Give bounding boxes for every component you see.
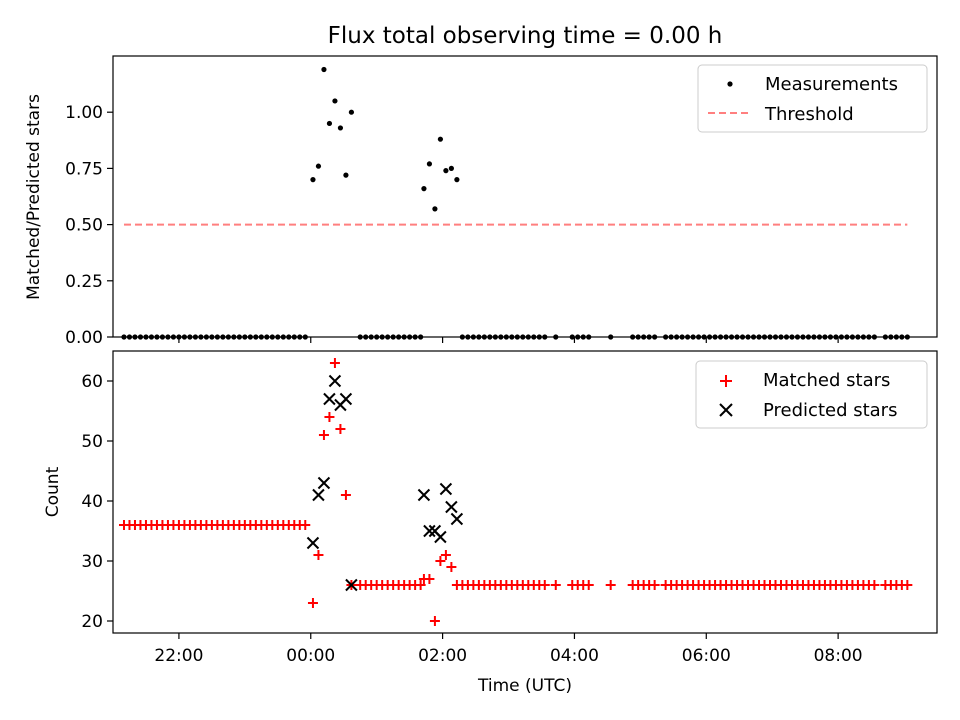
matched-star-point — [324, 412, 335, 422]
bottom-panel: 22:00 00:00 02:00 04:00 06:00 08:00 20 30 40 50 60… — [43, 350, 938, 696]
matched-star-point — [300, 520, 311, 530]
measurement-point — [343, 172, 349, 178]
predicted-star-point — [423, 524, 436, 538]
matched-star-point — [869, 580, 880, 590]
predicted-star-point — [339, 392, 353, 406]
matched-star-point — [539, 580, 550, 590]
measurement-point — [437, 136, 444, 142]
matched-star-point — [329, 358, 340, 368]
predicted-star-point — [323, 392, 336, 406]
measurement-point — [332, 98, 338, 104]
matched-star-point — [605, 580, 616, 590]
matched-star-point — [429, 616, 440, 626]
bottom-legend-box — [695, 360, 928, 429]
bottom-y-axis-label: Count — [43, 466, 63, 517]
matched-star-point — [440, 550, 451, 560]
legend-threshold-label: Threshold — [764, 104, 854, 125]
measurement-point — [454, 177, 460, 183]
measurement-point — [315, 163, 322, 169]
bottom-axis-ticks: 22:00 00:00 02:00 04:00 06:00 08:00 20 30 40 50 60 — [81, 372, 862, 666]
measurement-point — [326, 120, 333, 127]
x-tick-label: 22:00 — [154, 646, 203, 666]
measurement-point — [348, 109, 355, 115]
matched-star-point — [318, 430, 329, 440]
legend-measurements-label: Measurements — [765, 74, 898, 95]
top-legend-box — [697, 64, 928, 133]
matched-star-point — [435, 556, 446, 566]
legend-predicted-label: Predicted stars — [763, 400, 897, 421]
bottom-y-tick-label: 30 — [81, 552, 103, 572]
matched-star-point — [550, 580, 561, 590]
figure-title: Flux total observing time = 0.00 h — [328, 23, 723, 49]
legend-measurements-marker — [727, 81, 733, 87]
predicted-star-point — [317, 476, 331, 490]
bottom-y-tick-label: 50 — [81, 432, 103, 452]
legend-predicted-marker — [719, 403, 733, 417]
x-tick-label: 06:00 — [682, 646, 731, 666]
predicted-star-point — [328, 374, 342, 388]
matched-star-point — [335, 424, 346, 434]
measurement-point — [448, 165, 454, 171]
matched-star-point — [902, 580, 913, 590]
measurement-point — [421, 186, 427, 192]
bottom-axes-frame — [112, 350, 938, 634]
top-axis-ticks: 0.00 0.25 0.50 0.75 1.00 — [65, 103, 839, 348]
legend-matched-label: Matched stars — [763, 370, 890, 391]
top-y-tick-label: 0.00 — [65, 328, 103, 348]
measurement-point — [426, 161, 433, 167]
matched-star-point — [424, 574, 435, 584]
predicted-star-point — [312, 488, 325, 502]
predicted-star-point — [439, 482, 453, 496]
measurement-point — [432, 206, 438, 212]
top-axes-frame — [112, 55, 938, 338]
top-y-tick-label: 0.25 — [65, 272, 103, 292]
measurement-point — [310, 177, 316, 183]
matched-star-point — [340, 490, 351, 500]
x-tick-label: 04:00 — [550, 646, 599, 666]
top-y-tick-label: 0.75 — [65, 159, 103, 179]
legend-matched-marker — [720, 375, 732, 387]
matched-star-point — [415, 580, 426, 590]
matched-star-point — [583, 580, 594, 590]
top-panel: 0.00 0.25 0.50 0.75 1.00 Matched/Predicted s… — [24, 55, 938, 348]
x-axis-label: Time (UTC) — [477, 676, 572, 696]
bottom-y-tick-label: 20 — [81, 612, 103, 632]
predicted-star-point — [450, 512, 464, 526]
bottom-y-tick-label: 60 — [81, 372, 103, 392]
predicted-star-point — [345, 578, 358, 592]
predicted-star-point — [434, 530, 447, 544]
predicted-star-point — [445, 500, 458, 514]
predicted-star-point — [306, 536, 320, 550]
matched-star-point — [446, 562, 457, 572]
measurement-point — [443, 168, 449, 174]
measurement-point — [321, 66, 327, 73]
measurement-point — [337, 125, 344, 131]
matched-star-point — [307, 598, 318, 608]
top-y-tick-label: 1.00 — [65, 103, 103, 123]
top-y-tick-label: 0.50 — [65, 216, 103, 236]
matched-star-point — [313, 550, 324, 560]
x-tick-label: 00:00 — [286, 646, 335, 666]
bottom-data-marks — [118, 358, 913, 626]
matched-star-point — [649, 580, 660, 590]
top-y-axis-label: Matched/Predicted stars — [24, 94, 44, 300]
bottom-legend: Matched stars Predicted stars — [695, 360, 928, 429]
x-tick-label: 02:00 — [418, 646, 467, 666]
bottom-y-tick-label: 40 — [81, 492, 103, 512]
predicted-star-point — [417, 488, 431, 502]
x-tick-label: 08:00 — [814, 646, 863, 666]
top-legend: Measurements Threshold — [697, 64, 928, 133]
